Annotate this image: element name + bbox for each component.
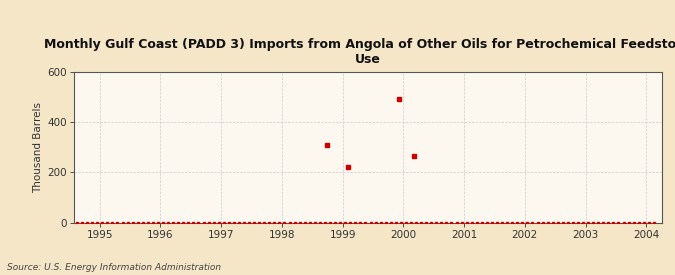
Title: Monthly Gulf Coast (PADD 3) Imports from Angola of Other Oils for Petrochemical : Monthly Gulf Coast (PADD 3) Imports from…: [44, 38, 675, 66]
Y-axis label: Thousand Barrels: Thousand Barrels: [34, 102, 43, 192]
Text: Source: U.S. Energy Information Administration: Source: U.S. Energy Information Administ…: [7, 263, 221, 272]
